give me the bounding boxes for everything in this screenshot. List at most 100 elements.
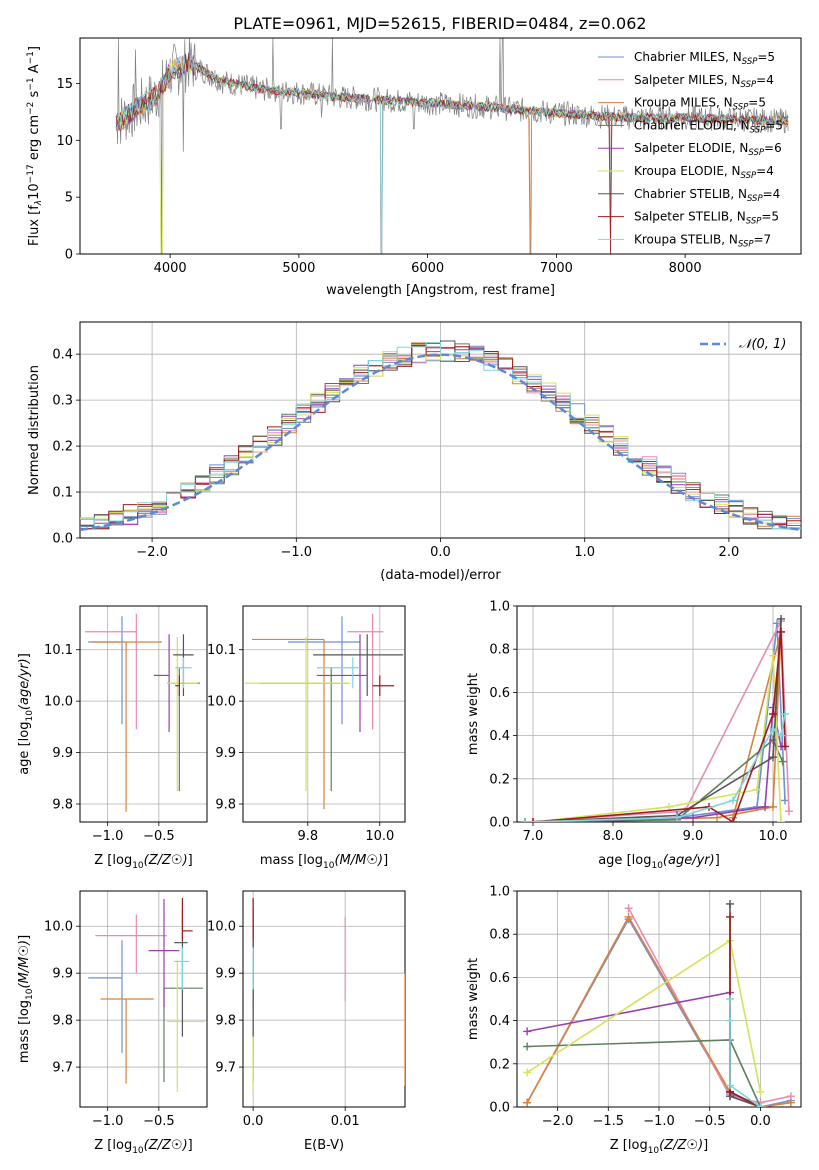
plus-marker (523, 1068, 532, 1077)
axis-label: mass [log10(M/M☉)] (260, 853, 388, 871)
x-tick-label: −0.5 (143, 829, 175, 844)
label-part: ] (715, 853, 720, 868)
plus-marker (726, 1016, 734, 1025)
plus-marker (713, 813, 721, 822)
x-tick-label: 5000 (282, 261, 315, 276)
x-tick-label: 9.0 (683, 829, 704, 844)
legend-text: Kroupa MILES, N (634, 96, 733, 110)
y-label-part: s (27, 90, 42, 101)
y-tick-label: 10.1 (44, 643, 73, 658)
x-tick-label: −1.0 (281, 545, 313, 560)
legend-sub: SSP (733, 103, 749, 113)
x-tick-label: 0.01 (331, 1114, 360, 1129)
figure-title: PLATE=0961, MJD=52615, FIBERID=0484, z=0… (233, 14, 646, 33)
x-tick-label: 7.0 (523, 829, 544, 844)
y-tick-label: 10.0 (207, 920, 236, 935)
legend-sub: SSP (741, 171, 757, 181)
errorbars-age_vs_mass (244, 613, 404, 810)
axes-spectrum: 4000 5000 6000 7000 8000 0 5 10 15 (56, 37, 802, 276)
plus-marker (769, 710, 777, 718)
y-tick-label: 1.0 (489, 600, 510, 615)
y-tick-label: 9.9 (215, 967, 236, 982)
plus-marker (769, 651, 777, 660)
y-tick-label: 0.6 (489, 686, 510, 701)
legend-suffix: =4 (756, 73, 774, 87)
y-tick-label: 0.3 (52, 394, 73, 409)
legend-sub: SSP (741, 80, 757, 90)
y-axis-label: mass [log10(M/M☉)] (17, 935, 35, 1063)
legend-sub: SSP (746, 217, 762, 227)
y-label-part: 10 (27, 183, 42, 200)
y-tick-label: 9.7 (52, 1061, 73, 1076)
y-tick-label: 0 (65, 248, 73, 263)
plus-marker (689, 813, 697, 822)
weight-line (729, 999, 761, 1107)
axes-mass_weight_vs_age: 7.0 8.0 9.0 10.0 0.0 0.2 0.4 0.6 0.8 1.0 (489, 600, 802, 844)
legend-suffix: =4 (756, 164, 774, 178)
x-tick-label: −0.5 (143, 1114, 175, 1129)
axis-frame (516, 605, 802, 823)
axes-mass_vs_ebv: 0.0 0.01 9.7 9.8 9.9 10.0 (207, 890, 406, 1129)
y-tick-label: 10.0 (207, 695, 236, 710)
x-axis-label: E(B-V) (304, 1138, 344, 1153)
label-sub: 10 (651, 861, 663, 871)
y-label-part: −2 (26, 102, 36, 115)
y-axis-label: mass weight (466, 958, 481, 1040)
plus-marker (523, 1042, 532, 1051)
x-tick-label: −0.5 (694, 1114, 726, 1129)
label-part: (Z/Z☉) (144, 1138, 188, 1153)
x-tick-label: −1.0 (92, 1114, 124, 1129)
y-tick-label: 9.8 (215, 1014, 236, 1029)
label-part: Z [log (94, 1138, 132, 1153)
x-tick-label: −1.0 (643, 1114, 675, 1129)
y-label-part: Flux [f (27, 205, 42, 246)
axes-residuals: −2.0 −1.0 0.0 1.0 2.0 0.0 0.1 0.2 0.3 0.4 (52, 321, 802, 560)
plus-marker (521, 818, 529, 822)
legend-text: Kroupa STELIB, N (634, 232, 738, 246)
legend-text: Salpeter STELIB, N (634, 210, 746, 224)
label-part: ] (703, 1138, 708, 1153)
legend-suffix: =5 (757, 50, 775, 64)
y-tick-label: 0.8 (489, 643, 510, 658)
label-part: age [log (17, 722, 32, 775)
plus-marker (777, 731, 785, 740)
plus-marker (729, 818, 737, 822)
label-part: ] (17, 935, 32, 940)
legend-text: Chabrier MILES, N (634, 50, 742, 64)
x-tick-label: 4000 (154, 261, 187, 276)
legend-entry: Salpeter MILES, NSSP=4 (634, 73, 774, 90)
label-part: (Z/Z☉) (659, 1138, 703, 1153)
plus-marker (756, 1087, 765, 1096)
legend-entry: 𝒩(0, 1) (739, 337, 786, 352)
y-axis-label: Flux [fλ10−17 erg cm−2 s−1 A−1] (26, 46, 44, 246)
x-axis-label: (data-model)/error (380, 568, 501, 583)
x-tick-label: −1.5 (592, 1114, 624, 1129)
axes-mass_weight_vs_Z: −2.0 −1.5 −1.0 −0.5 0.0 0.0 0.2 0.4 0.6 0.8 1.0 (489, 885, 802, 1129)
y-tick-label: 0.4 (52, 348, 73, 363)
weight-line (532, 655, 782, 822)
x-tick-label: 10.0 (365, 829, 394, 844)
axis-frame (242, 890, 406, 1108)
plus-marker (523, 1027, 532, 1036)
axis-frame (79, 605, 208, 823)
y-tick-label: 9.8 (215, 798, 236, 813)
weight-line (524, 618, 782, 822)
y-tick-label: 0.4 (489, 1014, 510, 1029)
x-tick-label: 2.0 (719, 545, 740, 560)
legend-entry: Kroupa STELIB, NSSP=7 (634, 232, 771, 249)
plus-marker (726, 995, 734, 1003)
axis-label: Z [log10(Z/Z☉)] (610, 1138, 708, 1156)
y-tick-label: 9.8 (52, 1014, 73, 1029)
axis-frame (79, 37, 802, 255)
histogram-series (80, 343, 801, 529)
y-tick-label: 1.0 (489, 885, 510, 900)
label-sub: 10 (323, 861, 335, 871)
x-tick-label: 0.0 (243, 1114, 264, 1129)
legend-text: Salpeter ELODIE, N (634, 141, 748, 155)
label-part: mass [log (260, 853, 323, 868)
label-part: (Z/Z☉) (144, 853, 188, 868)
weight-line (526, 939, 762, 1093)
legend-sub: SSP (742, 57, 758, 67)
plus-marker (781, 710, 789, 718)
